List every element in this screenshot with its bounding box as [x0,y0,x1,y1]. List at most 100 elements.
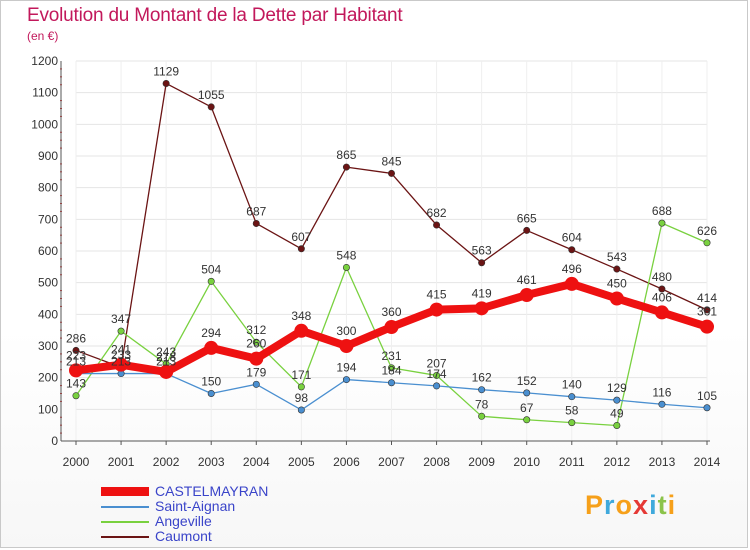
data-label-caumont-2009: 563 [472,244,492,258]
grid-lines [75,60,708,441]
data-label-castelmayran-2014: 361 [697,305,717,319]
series-lines [69,79,714,429]
point-caumont-2007 [387,169,395,177]
data-label-castelmayran-2005: 348 [291,309,311,323]
data-label-castelmayran-2007: 360 [381,305,401,319]
y-tick-label-1000: 1000 [31,117,58,131]
point-castelmayran-2013 [654,305,669,320]
point-saint-aignan-2012 [613,396,621,404]
data-label-castelmayran-2013: 406 [652,290,672,304]
y-tick-label-300: 300 [38,339,58,353]
x-tick-label-2009: 2009 [468,455,495,469]
data-label-castelmayran-2006: 300 [336,324,356,338]
data-label-caumont-2000: 286 [66,331,86,345]
point-castelmayran-2008 [429,302,444,317]
data-labels: 286 233 1129 1055 687 607 865 845 682 563 665 604 54… [66,64,717,420]
point-saint-aignan-2008 [433,382,441,390]
legend-label: Saint-Aignan [155,498,236,514]
data-label-castelmayran-2000: 223 [66,348,86,362]
data-label-angeville-2004: 312 [246,323,266,337]
point-castelmayran-2004 [249,351,264,366]
data-label-caumont-2005: 607 [291,230,311,244]
x-tick-label-2007: 2007 [378,455,405,469]
data-label-castelmayran-2001: 241 [111,343,131,357]
point-caumont-2004 [252,219,260,227]
point-saint-aignan-2011 [568,393,576,401]
data-label-caumont-2012: 543 [607,250,627,264]
point-saint-aignan-2005 [297,406,305,414]
data-label-castelmayran-2003: 294 [201,326,221,340]
point-angeville-2003 [207,277,215,285]
data-label-castelmayran-2002: 218 [156,350,176,364]
point-castelmayran-2001 [114,357,129,372]
data-label-saint-aignan-2002: 213 [156,355,176,369]
data-label-angeville-2011: 58 [565,404,579,418]
legend-swatch [101,506,149,508]
data-label-saint-aignan-2001: 213 [111,355,131,369]
point-saint-aignan-2003 [207,389,215,397]
x-tick-label-2001: 2001 [108,455,135,469]
point-angeville-2009 [478,412,486,420]
y-tick-label-200: 200 [38,371,58,385]
data-label-angeville-2005: 171 [291,368,311,382]
chart-subtitle: (en €) [27,29,59,43]
y-tick-label-700: 700 [38,212,58,226]
x-tick-label-2008: 2008 [423,455,450,469]
data-label-saint-aignan-2000: 213 [66,355,86,369]
legend-label: Angeville [155,513,212,529]
y-tick-label-900: 900 [38,149,58,163]
x-tick-labels: 2000 2001 2002 2003 2004 2005 2006 2007 2008 2009… [63,455,721,469]
legend-swatch [101,521,149,523]
point-caumont-2012 [613,265,621,273]
data-label-angeville-2008: 207 [427,356,447,370]
x-tick-label-2013: 2013 [649,455,676,469]
point-saint-aignan-2014 [703,404,711,412]
y-tick-label-100: 100 [38,402,58,416]
point-caumont-2010 [523,226,531,234]
data-label-saint-aignan-2004: 179 [246,365,266,379]
legend-swatch [101,487,149,496]
x-tick-label-2012: 2012 [604,455,631,469]
data-label-angeville-2014: 626 [697,224,717,238]
point-castelmayran-2005 [294,323,309,338]
data-label-angeville-2000: 143 [66,377,86,391]
point-saint-aignan-2009 [478,386,486,394]
data-label-caumont-2002: 1129 [153,64,179,78]
data-label-saint-aignan-2003: 150 [201,375,221,389]
point-castelmayran-2011 [564,276,579,291]
data-label-caumont-2007: 845 [381,154,401,168]
data-label-saint-aignan-2011: 140 [562,378,582,392]
point-angeville-2007 [387,364,395,372]
point-caumont-2005 [297,245,305,253]
data-label-castelmayran-2012: 450 [607,277,627,291]
point-castelmayran-2003 [204,340,219,355]
x-tick-label-2005: 2005 [288,455,315,469]
data-label-caumont-2004: 687 [246,204,266,218]
data-label-castelmayran-2008: 415 [427,288,447,302]
point-saint-aignan-2007 [387,379,395,387]
point-angeville-2005 [297,383,305,391]
point-angeville-2000 [72,392,80,400]
data-label-caumont-2013: 480 [652,270,672,284]
logo-letter: i [649,490,658,520]
point-caumont-2006 [342,163,350,171]
point-angeville-2011 [568,419,576,427]
point-angeville-2006 [342,263,350,271]
data-label-saint-aignan-2009: 162 [472,371,492,385]
data-label-angeville-2002: 243 [156,345,176,359]
data-label-saint-aignan-2013: 116 [652,385,671,399]
point-castelmayran-2009 [474,301,489,316]
y-tick-label-0: 0 [51,434,58,448]
data-label-saint-aignan-2012: 129 [607,381,627,395]
x-tick-label-2003: 2003 [198,455,225,469]
data-label-saint-aignan-2010: 152 [517,374,537,388]
point-caumont-2011 [568,246,576,254]
data-label-angeville-2009: 78 [475,397,489,411]
logo-letter: t [657,490,668,520]
data-label-saint-aignan-2008: 174 [427,367,447,381]
x-tick-label-2010: 2010 [513,455,540,469]
point-caumont-2008 [433,221,441,229]
axes [60,61,710,445]
